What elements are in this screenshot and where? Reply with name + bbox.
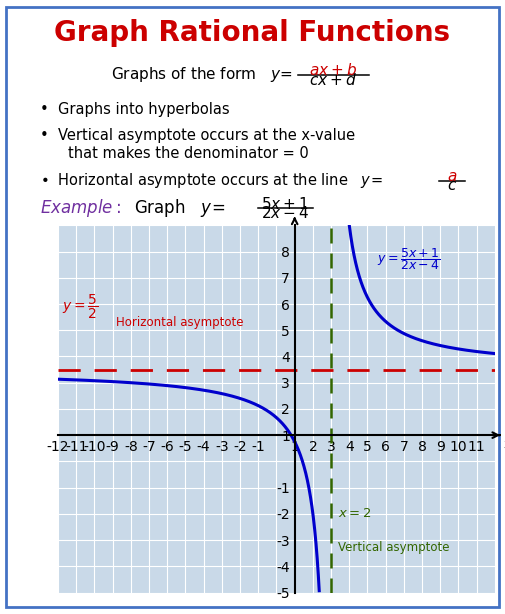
Text: $y=\dfrac{5}{2}$: $y=\dfrac{5}{2}$ xyxy=(62,292,98,321)
Text: Vertical asymptote: Vertical asymptote xyxy=(338,542,450,554)
Text: Graph   $y\!=\!$: Graph $y\!=\!$ xyxy=(134,197,225,219)
Text: $\mathit{cx}+d$: $\mathit{cx}+d$ xyxy=(310,72,357,88)
Text: $2x-4$: $2x-4$ xyxy=(261,205,310,221)
Text: •  Vertical asymptote occurs at the x-value: • Vertical asymptote occurs at the x-val… xyxy=(40,128,356,143)
Text: $c$: $c$ xyxy=(447,178,457,193)
Text: •  Graphs into hyperbolas: • Graphs into hyperbolas xyxy=(40,102,230,117)
Text: that makes the denominator = 0: that makes the denominator = 0 xyxy=(68,146,309,161)
Text: $5x+1$: $5x+1$ xyxy=(262,196,309,212)
Text: x: x xyxy=(504,438,505,451)
Text: $a$: $a$ xyxy=(447,169,457,184)
Text: Graph Rational Functions: Graph Rational Functions xyxy=(55,19,450,47)
Text: $\mathit{Example:}$: $\mathit{Example:}$ xyxy=(40,197,122,219)
Text: •  Horizontal asymptote occurs at the line   $y\!=\!$: • Horizontal asymptote occurs at the lin… xyxy=(40,171,383,190)
Text: $x=2$: $x=2$ xyxy=(338,507,372,520)
Text: Horizontal asymptote: Horizontal asymptote xyxy=(116,316,244,329)
Text: $\mathit{ax}+b$: $\mathit{ax}+b$ xyxy=(309,62,358,78)
Text: $y=\dfrac{5x+1}{2x-4}$: $y=\dfrac{5x+1}{2x-4}$ xyxy=(377,246,440,273)
Text: Graphs of the form   $y\!=\!$: Graphs of the form $y\!=\!$ xyxy=(111,66,293,84)
